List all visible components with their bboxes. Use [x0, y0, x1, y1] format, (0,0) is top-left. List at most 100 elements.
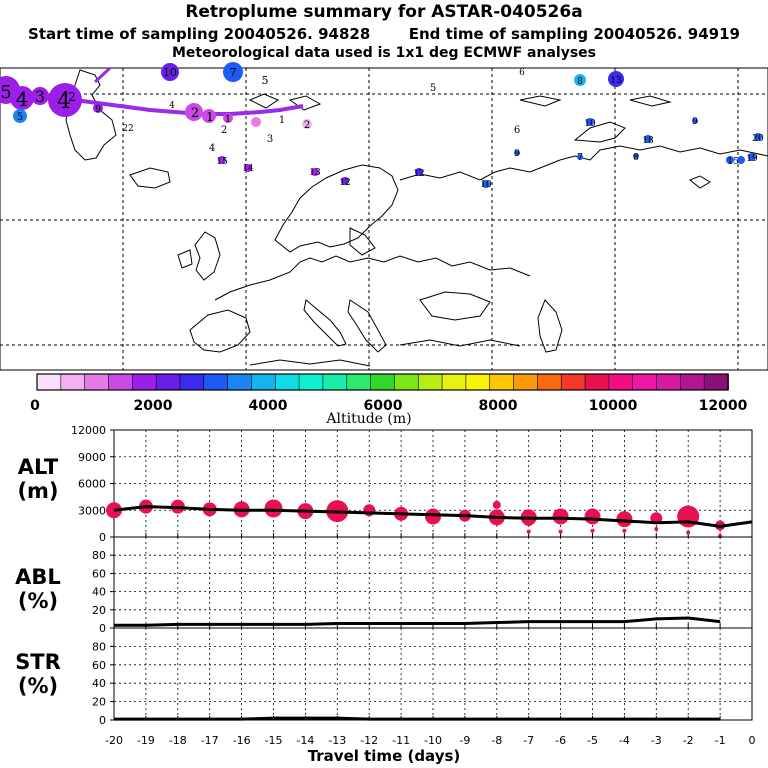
map-graticule — [0, 68, 768, 370]
colorbar-ticks: 0 2000 4000 6000 8000 10000 12000 — [30, 398, 747, 414]
str-unit-text: (%) — [17, 674, 59, 698]
map-label: 18 — [642, 136, 654, 146]
x-tick-label: -16 — [233, 734, 251, 747]
x-tick-label: -12 — [360, 734, 378, 747]
map-label: 9 — [514, 149, 520, 159]
figure-title: Retroplume summary for ASTAR-040526a — [185, 2, 583, 22]
map-label: 7 — [577, 153, 583, 163]
plume-marker — [425, 508, 441, 525]
colorbar-swatch — [632, 373, 658, 391]
plume-minor-marker — [590, 528, 595, 533]
colorbar-swatch — [84, 373, 110, 391]
alt-panel: 12000 9000 6000 3000 0 — [71, 424, 753, 544]
y-tick-label: 0 — [99, 622, 106, 635]
time-series-panels: 120009000600030000806040200806040200-20-… — [71, 424, 756, 747]
colorbar-swatch — [108, 373, 134, 391]
plume-track-north — [93, 66, 112, 84]
alt-unit-text: (m) — [17, 479, 59, 503]
plume-marker — [522, 514, 535, 527]
map-label: 8 — [577, 77, 583, 87]
x-tick-label: -13 — [328, 734, 346, 747]
map-label: 1 — [206, 110, 214, 124]
colorbar-swatch — [513, 373, 539, 391]
abl-unit-text: (%) — [17, 589, 59, 613]
map-frame — [0, 67, 768, 371]
colorbar-border — [36, 373, 729, 391]
start-time-label: Start time of sampling 20040526. 94828 — [28, 25, 371, 43]
colorbar-tick-label: 6000 — [364, 398, 403, 414]
map-label: 13 — [309, 168, 321, 178]
plume-marker — [616, 511, 633, 528]
colorbar-swatch — [489, 373, 515, 391]
map-label: 2 — [68, 90, 76, 104]
y-tick-label: 80 — [92, 640, 106, 653]
map-label: 2 — [221, 125, 227, 136]
map-label: 5 — [430, 83, 436, 94]
str-panel: 80 60 40 20 0 — [92, 627, 753, 727]
y-tick-label: 12000 — [71, 424, 106, 437]
abl-label-text: ABL — [15, 565, 61, 589]
colorbar-swatch — [155, 373, 181, 391]
alt-label-text: ALT — [17, 455, 59, 479]
map-label: 6 — [514, 125, 520, 136]
map-label: 8 — [633, 153, 639, 163]
x-tick-label: -6 — [555, 734, 566, 747]
y-tick-label: 6000 — [78, 478, 106, 491]
y-tick-label: 40 — [92, 586, 106, 599]
alt-series-line — [113, 505, 753, 528]
y-tick-label: 40 — [92, 677, 106, 690]
map-label: 20 — [752, 134, 764, 144]
plume-marker — [552, 508, 569, 525]
map-label: 1 — [225, 114, 231, 125]
plume-minor-marker — [654, 526, 659, 531]
colorbar-tick-label: 10000 — [589, 398, 638, 414]
colorbar-swatch — [465, 373, 491, 391]
colorbar-swatch — [584, 373, 610, 391]
plume-minor-marker — [526, 529, 531, 534]
plume-marker — [584, 508, 601, 525]
map-label: 5 — [0, 82, 11, 103]
coastlines — [65, 69, 768, 367]
colorbar-swatch — [560, 373, 586, 391]
map-label: 4 — [16, 87, 29, 111]
end-time-label: End time of sampling 20040526. 94919 — [408, 25, 740, 43]
colorbar-swatch — [394, 373, 420, 391]
colorbar-tick-label: 2000 — [134, 398, 173, 414]
y-tick-label: 80 — [92, 549, 106, 562]
x-tick-label: -14 — [296, 734, 314, 747]
colorbar-tick-label: 12000 — [699, 398, 748, 414]
colorbar-swatch — [441, 373, 467, 391]
map-label: 4 — [169, 101, 175, 111]
alt-panel-label: ALT (m) — [3, 455, 73, 503]
y-tick-label: 0 — [99, 714, 106, 727]
map-label: 19 — [746, 154, 758, 164]
str-label-text: STR — [15, 650, 61, 674]
y-tick-label: 60 — [92, 659, 106, 672]
map-label: 2 — [304, 120, 310, 131]
map-label: 4 — [209, 143, 215, 154]
map-label: 1 — [279, 115, 285, 126]
x-tick-label: -17 — [201, 734, 219, 747]
x-tick-label: -9 — [459, 734, 470, 747]
map-label: 4 — [57, 89, 71, 114]
map-plume-circles — [0, 62, 762, 188]
colorbar-swatch — [179, 373, 205, 391]
map-label: 3 — [35, 87, 45, 106]
x-tick-label: -20 — [105, 734, 123, 747]
y-tick-label: 9000 — [78, 451, 106, 464]
meteo-data-note: Meteorological data used is 1x1 deg ECMW… — [172, 45, 596, 61]
colorbar-swatch — [298, 373, 324, 391]
map-label: 10 — [584, 119, 596, 129]
colorbar-swatch — [274, 373, 300, 391]
map-label: 5 — [17, 112, 23, 123]
map-label: 7 — [230, 66, 237, 79]
colorbar-title: Altitude (m) — [325, 411, 411, 427]
colorbar-swatch — [370, 373, 396, 391]
colorbar-swatch — [251, 373, 277, 391]
colorbar-swatch — [680, 373, 705, 391]
plume-minor-marker — [558, 529, 563, 534]
x-tick-label: -8 — [491, 734, 502, 747]
y-tick-label: 0 — [99, 531, 106, 544]
colorbar-swatch — [537, 373, 563, 391]
